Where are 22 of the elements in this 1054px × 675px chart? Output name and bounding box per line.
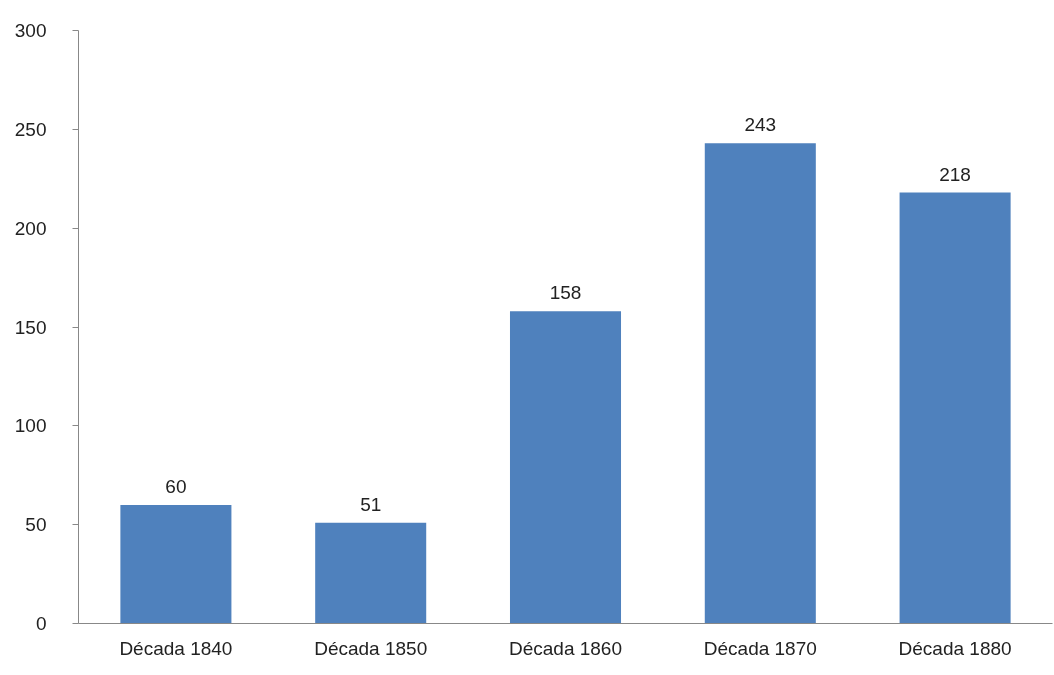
bar (120, 504, 232, 624)
bar (509, 311, 622, 624)
y-tick-label: 150 (14, 316, 47, 338)
data-label: 243 (744, 114, 777, 136)
y-tick-label: 50 (25, 514, 47, 536)
bar (315, 522, 427, 624)
data-label: 218 (939, 163, 971, 185)
data-label: 158 (549, 282, 582, 304)
y-tick-label: 300 (14, 20, 47, 41)
data-label: 51 (360, 493, 382, 515)
data-label: 60 (165, 475, 187, 497)
x-tick-label: Década 1840 (119, 637, 233, 659)
y-tick-label: 200 (14, 217, 47, 239)
bar (704, 143, 816, 624)
y-tick-label: 0 (35, 613, 47, 634)
x-tick-label: Década 1870 (703, 637, 817, 659)
bar (899, 192, 1011, 624)
x-tick-label: Década 1860 (508, 637, 623, 659)
y-tick-label: 100 (14, 415, 47, 437)
y-tick-label: 250 (14, 118, 47, 140)
x-tick-label: Década 1850 (314, 637, 428, 659)
x-tick-label: Década 1880 (898, 637, 1012, 659)
